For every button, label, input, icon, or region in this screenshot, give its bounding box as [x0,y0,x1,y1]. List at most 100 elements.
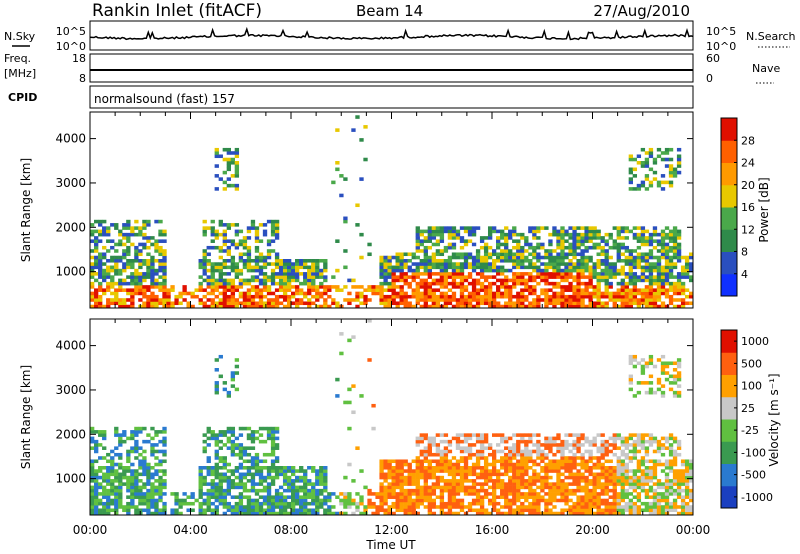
heatmap-cell [299,265,304,270]
heatmap-cell [122,232,127,237]
heatmap-cell [226,177,231,181]
heatmap-cell [266,482,272,486]
heatmap-cell [632,255,638,260]
heatmap-cell [540,443,545,447]
heatmap-cell [504,436,509,441]
heatmap-cell [508,298,513,302]
heatmap-cell [126,219,131,224]
heatmap-cell [455,492,461,496]
heatmap-cell [516,505,521,509]
colorbar-swatch [721,273,737,297]
heatmap-cell [524,508,529,513]
heatmap-cell [282,294,288,299]
heatmap-cell [254,265,260,270]
heatmap-cell [584,239,589,243]
heatmap-cell [556,482,561,486]
heatmap-cell [158,498,163,503]
heatmap-cell [483,446,489,450]
heatmap-cell [110,485,115,490]
heatmap-cell [138,242,143,247]
heatmap-cell [556,433,561,437]
heatmap-cell [620,272,625,276]
heatmap-cell [632,272,638,276]
heatmap-cell [664,498,670,503]
heatmap-cell [254,245,260,250]
heatmap-cell [584,511,589,516]
heatmap-cell [636,485,642,490]
heatmap-cell [427,275,432,279]
heatmap-cell [134,508,139,513]
heatmap-cell [636,278,642,283]
heatmap-cell [415,242,420,247]
heatmap-cell [242,278,248,283]
heatmap-cell [483,459,489,464]
heatmap-cell [500,304,505,309]
heatmap-cell [222,294,227,299]
heatmap-cell [311,294,316,299]
heatmap-cell [439,232,445,237]
heatmap-cell [379,301,384,306]
heatmap-cell [411,511,416,516]
heatmap-cell [106,281,111,286]
heatmap-cell [383,462,388,467]
heatmap-cell [146,479,151,483]
heatmap-cell [447,229,453,234]
heatmap-cell [463,239,469,243]
heatmap-cell [311,498,316,503]
heatmap-cell [660,242,666,247]
heatmap-cell [532,501,537,506]
heatmap-cell [524,492,529,496]
heatmap-cell [439,456,445,460]
heatmap-cell [592,495,597,499]
heatmap-cell [419,436,424,441]
heatmap-cell [676,157,682,162]
heatmap-cell [162,239,167,243]
heatmap-cell [335,167,340,172]
heatmap-cell [668,381,674,385]
heatmap-cell [467,239,473,243]
heatmap-cell [588,498,593,503]
heatmap-cell [496,511,501,516]
heatmap-cell [652,288,658,292]
heatmap-cell [592,294,597,299]
heatmap-cell [580,249,585,253]
heatmap-cell [262,223,268,227]
heatmap-cell [483,436,489,441]
heatmap-cell [94,272,99,276]
heatmap-cell [459,482,465,486]
heatmap-cell [483,245,489,250]
heatmap-cell [632,157,638,162]
heatmap-cell [126,511,131,516]
heatmap-cell [363,288,368,292]
heatmap-cell [274,443,280,447]
heatmap-cell [520,249,525,253]
heatmap-cell [540,262,545,266]
heatmap-cell [335,285,340,289]
heatmap-cell [274,492,280,496]
heatmap-cell [520,255,525,260]
heatmap-cell [355,298,360,302]
heatmap-cell [536,485,541,490]
heatmap-cell [676,161,682,165]
heatmap-cell [222,433,227,437]
heatmap-cell [102,485,107,490]
heatmap-cell [315,259,320,263]
noise-right-tick-bottom: 10^0 [706,40,736,53]
heatmap-cell [262,508,268,513]
heatmap-cell [399,469,404,473]
heatmap-cell [118,242,123,247]
heatmap-cell [379,294,384,299]
heatmap-cell [616,501,621,506]
heatmap-cell [632,275,638,279]
heatmap-cell [427,232,432,237]
heatmap-cell [652,232,658,237]
heatmap-cell [327,285,332,289]
heatmap-cell [266,501,272,506]
heatmap-cell [548,475,553,480]
heatmap-cell [512,456,517,460]
heatmap-cell [576,436,581,441]
heatmap-cell [102,446,107,450]
heatmap-cell [210,229,215,234]
heatmap-cell [471,265,477,270]
